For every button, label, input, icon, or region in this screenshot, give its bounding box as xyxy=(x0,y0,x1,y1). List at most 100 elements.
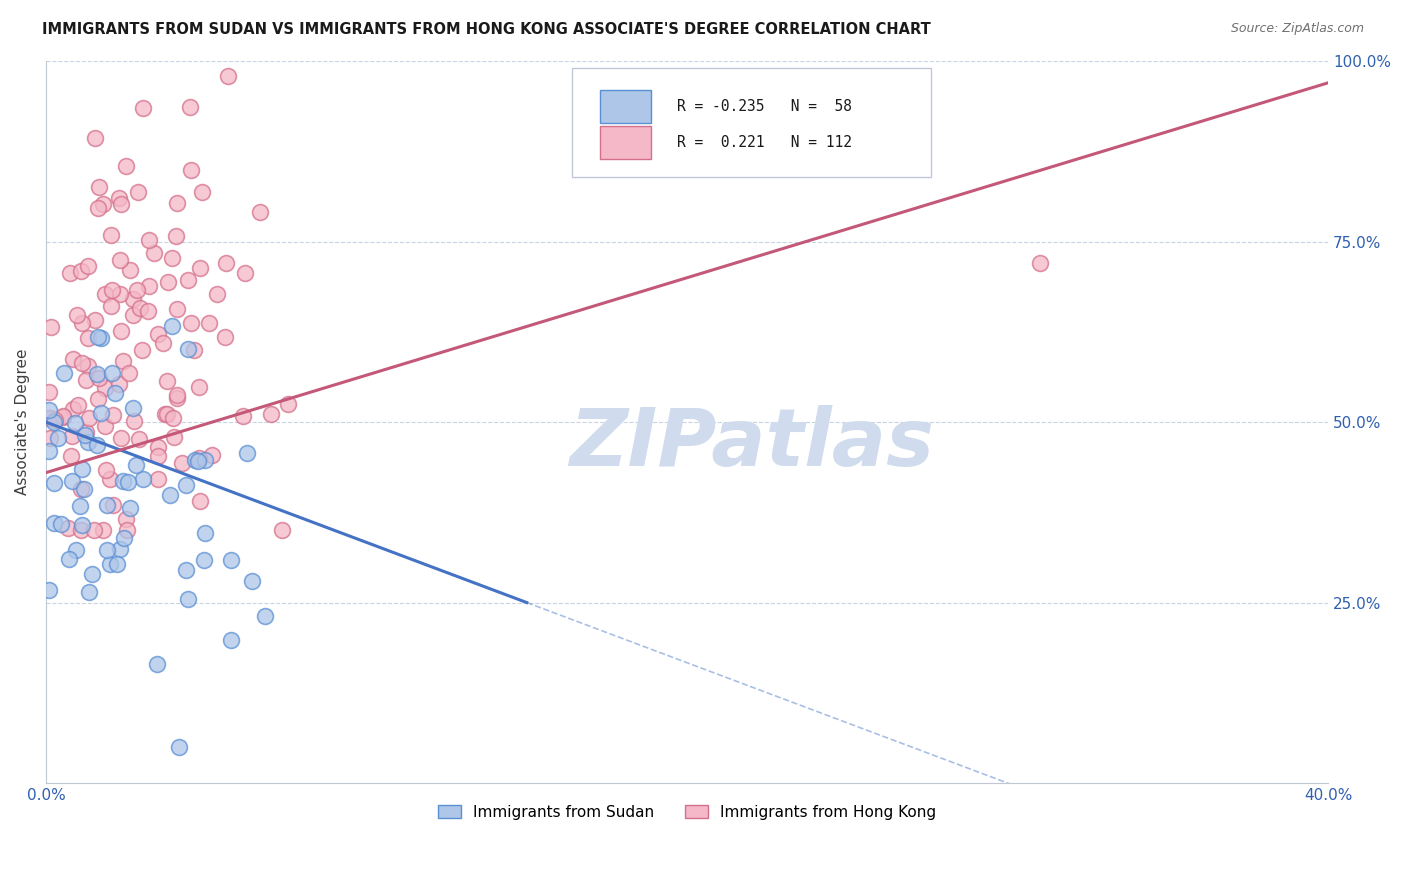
Point xyxy=(177,591,200,606)
Point xyxy=(38,443,60,458)
Point xyxy=(117,475,139,490)
Point xyxy=(148,472,170,486)
Point xyxy=(194,453,217,467)
Point xyxy=(60,474,83,488)
Point xyxy=(38,582,60,597)
Point xyxy=(157,275,180,289)
Point xyxy=(160,318,183,333)
Point xyxy=(84,313,107,327)
Point xyxy=(52,409,75,424)
Point xyxy=(70,316,93,330)
Point xyxy=(146,327,169,342)
Point xyxy=(155,375,177,389)
Point xyxy=(60,429,83,443)
Point xyxy=(110,324,132,338)
Point xyxy=(105,557,128,571)
Point xyxy=(48,431,70,445)
Point xyxy=(115,524,138,538)
Point xyxy=(108,377,131,392)
Point xyxy=(159,488,181,502)
Point xyxy=(110,542,132,557)
Point xyxy=(98,472,121,486)
Point xyxy=(188,260,211,275)
Point xyxy=(146,657,169,672)
Point xyxy=(69,482,91,496)
Point xyxy=(131,343,153,357)
Point xyxy=(249,204,271,219)
Point xyxy=(83,524,105,538)
Point xyxy=(143,246,166,260)
Point xyxy=(82,567,104,582)
Point xyxy=(174,563,197,577)
Point xyxy=(59,266,82,280)
Point xyxy=(52,409,75,424)
Point xyxy=(118,501,141,516)
Point xyxy=(153,408,176,422)
Point xyxy=(125,458,148,473)
Point xyxy=(235,446,257,460)
FancyBboxPatch shape xyxy=(600,90,651,122)
Point xyxy=(177,342,200,356)
Point xyxy=(125,284,148,298)
Point xyxy=(91,524,114,538)
Point xyxy=(76,435,98,450)
Point xyxy=(65,543,87,558)
Point xyxy=(66,309,89,323)
Point xyxy=(58,551,80,566)
Point xyxy=(160,251,183,265)
Point xyxy=(219,552,242,566)
Point xyxy=(70,462,93,476)
Point xyxy=(93,419,115,434)
Point xyxy=(174,478,197,492)
Point xyxy=(38,431,60,445)
Point xyxy=(114,512,136,526)
Point xyxy=(96,463,118,477)
Point xyxy=(42,516,65,530)
Point xyxy=(60,449,83,463)
Point xyxy=(101,409,124,423)
Point xyxy=(188,380,211,394)
Point xyxy=(101,283,124,297)
Point xyxy=(188,450,211,465)
Point xyxy=(56,521,79,535)
Point xyxy=(254,609,277,624)
Point xyxy=(75,425,97,439)
Point xyxy=(271,524,294,538)
Point xyxy=(127,185,149,199)
Point xyxy=(70,524,93,538)
Point xyxy=(94,380,117,394)
Legend: Immigrants from Sudan, Immigrants from Hong Kong: Immigrants from Sudan, Immigrants from H… xyxy=(432,798,942,826)
Point xyxy=(170,456,193,470)
Point xyxy=(110,431,132,445)
Point xyxy=(215,256,238,270)
Point xyxy=(77,585,100,599)
Point xyxy=(132,472,155,486)
Point xyxy=(38,403,60,417)
Point xyxy=(194,526,217,541)
Point xyxy=(108,191,131,205)
Point xyxy=(86,438,108,452)
FancyBboxPatch shape xyxy=(572,69,931,177)
Point xyxy=(166,388,188,402)
Point xyxy=(70,518,93,533)
Text: R =  0.221   N = 112: R = 0.221 N = 112 xyxy=(676,136,852,150)
Point xyxy=(198,316,221,330)
Point xyxy=(100,227,122,242)
Point xyxy=(260,407,283,421)
Point xyxy=(188,494,211,508)
Point xyxy=(146,450,169,464)
Point xyxy=(214,330,236,344)
Point xyxy=(101,498,124,512)
Point xyxy=(162,410,184,425)
Point xyxy=(152,335,174,350)
Point xyxy=(86,392,108,407)
Point xyxy=(108,287,131,301)
Point xyxy=(87,179,110,194)
Point xyxy=(112,532,135,546)
Text: Source: ZipAtlas.com: Source: ZipAtlas.com xyxy=(1230,22,1364,36)
Point xyxy=(115,159,138,173)
Point xyxy=(91,197,114,211)
Point xyxy=(122,415,145,429)
Point xyxy=(110,197,132,211)
Point xyxy=(219,632,242,647)
